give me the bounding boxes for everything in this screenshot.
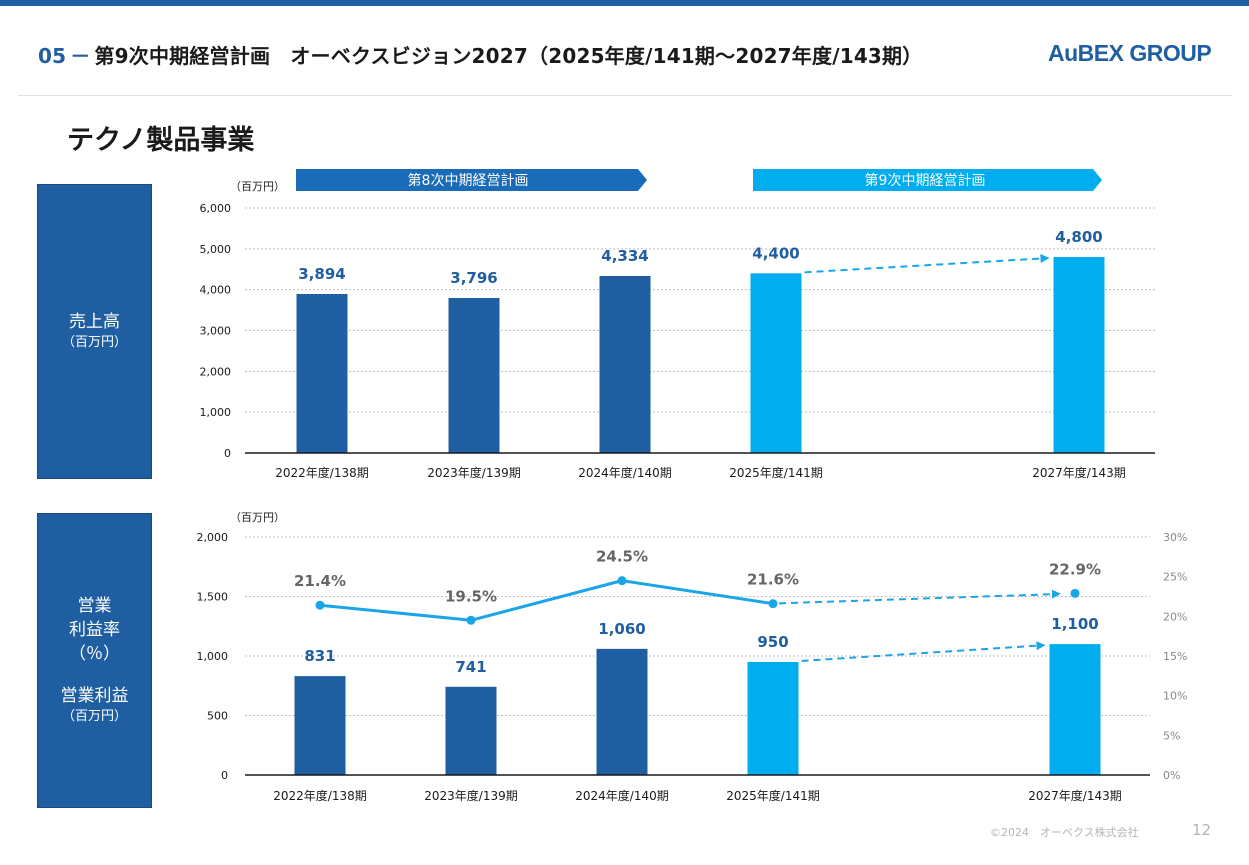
y2-tick-label: 20%: [1163, 610, 1187, 623]
margin-value-label: 19.5%: [445, 587, 497, 605]
sales-value-label: 4,334: [601, 247, 648, 265]
x-category-label: 2025年度/141期: [726, 788, 820, 803]
profit-value-label: 1,100: [1051, 615, 1098, 633]
profit-value-label: 950: [757, 633, 788, 651]
margin-trend-arrow: [779, 594, 1053, 603]
y-tick-label: 1,000: [197, 650, 229, 663]
y2-tick-label: 10%: [1163, 690, 1187, 703]
y-tick-label: 1,500: [197, 591, 229, 604]
margin-value-label: 22.9%: [1049, 560, 1101, 578]
sales-bar: [751, 273, 802, 453]
x-category-label: 2024年度/140期: [575, 788, 669, 803]
y-tick-label: 0: [221, 769, 228, 782]
plan8-label: 第8次中期経営計画: [408, 172, 529, 189]
margin-marker: [316, 601, 325, 610]
margin-value-label: 24.5%: [596, 548, 648, 566]
sales-value-label: 3,796: [450, 269, 497, 287]
profit-bar: [597, 649, 648, 775]
margin-marker: [769, 599, 778, 608]
sales-chart: 0 1,000 2,000 3,000 4,000 5,000 6,000 3,894 2022…: [200, 202, 1156, 480]
sales-bar: [600, 276, 651, 453]
sales-bar: [297, 294, 348, 453]
margin-value-label: 21.6%: [747, 571, 799, 589]
sales-trend-arrow: [805, 258, 1043, 272]
y2-tick-label: 25%: [1163, 571, 1187, 584]
y-tick-label: 3,000: [200, 325, 232, 338]
plan9-label: 第9次中期経営計画: [865, 172, 986, 189]
y2-tick-label: 0%: [1163, 769, 1180, 782]
x-category-label: 2027年度/143期: [1032, 465, 1126, 480]
charts-canvas: 第8次中期経営計画 第9次中期経営計画 （百万円） （百万円） 0 1,000 2,…: [0, 0, 1249, 865]
x-category-label: 2022年度/138期: [273, 788, 367, 803]
profit-value-label: 831: [304, 647, 335, 665]
profit-bar: [295, 676, 346, 775]
sales-value-label: 4,800: [1055, 228, 1102, 246]
margin-line: [320, 581, 773, 621]
profit-bar: [446, 687, 497, 775]
y-tick-label: 2,000: [197, 531, 229, 544]
y-tick-label: 500: [207, 710, 228, 723]
x-category-label: 2024年度/140期: [578, 465, 672, 480]
profit-unit-label: （百万円）: [230, 511, 285, 524]
y-tick-label: 4,000: [200, 284, 232, 297]
sales-trend-arrowhead: [1040, 254, 1049, 263]
copyright: ©2024 オーベクス株式会社: [990, 824, 1139, 840]
sales-value-label: 4,400: [752, 244, 799, 262]
margin-marker: [618, 576, 627, 585]
x-category-label: 2022年度/138期: [275, 465, 369, 480]
margin-value-label: 21.4%: [294, 572, 346, 590]
profit-bar: [748, 662, 799, 775]
y2-tick-label: 15%: [1163, 650, 1187, 663]
profit-value-label: 741: [455, 658, 486, 676]
profit-trend-arrow: [802, 646, 1039, 661]
x-category-label: 2023年度/139期: [424, 788, 518, 803]
sales-unit-label: （百万円）: [230, 180, 285, 193]
profit-value-label: 1,060: [598, 620, 645, 638]
x-category-label: 2025年度/141期: [729, 465, 823, 480]
sales-value-label: 3,894: [298, 265, 345, 283]
profit-chart: 0 500 1,000 1,500 2,000 0% 5% 10% 15% 20% 25% 30% 83…: [197, 531, 1188, 803]
margin-marker: [467, 616, 476, 625]
y2-tick-label: 5%: [1163, 729, 1180, 742]
y-tick-label: 1,000: [200, 406, 232, 419]
margin-trend-arrowhead: [1052, 590, 1061, 599]
y-tick-label: 0: [224, 447, 231, 460]
y-tick-label: 6,000: [200, 202, 232, 215]
sales-bar: [1054, 257, 1105, 453]
x-category-label: 2027年度/143期: [1028, 788, 1122, 803]
y-tick-label: 5,000: [200, 243, 232, 256]
profit-trend-arrowhead: [1036, 641, 1045, 650]
x-category-label: 2023年度/139期: [427, 465, 521, 480]
margin-marker: [1071, 589, 1080, 598]
y-tick-label: 2,000: [200, 365, 232, 378]
y2-tick-label: 30%: [1163, 531, 1187, 544]
page-number: 12: [1192, 821, 1211, 839]
sales-bar: [449, 298, 500, 453]
profit-bar: [1050, 644, 1101, 775]
